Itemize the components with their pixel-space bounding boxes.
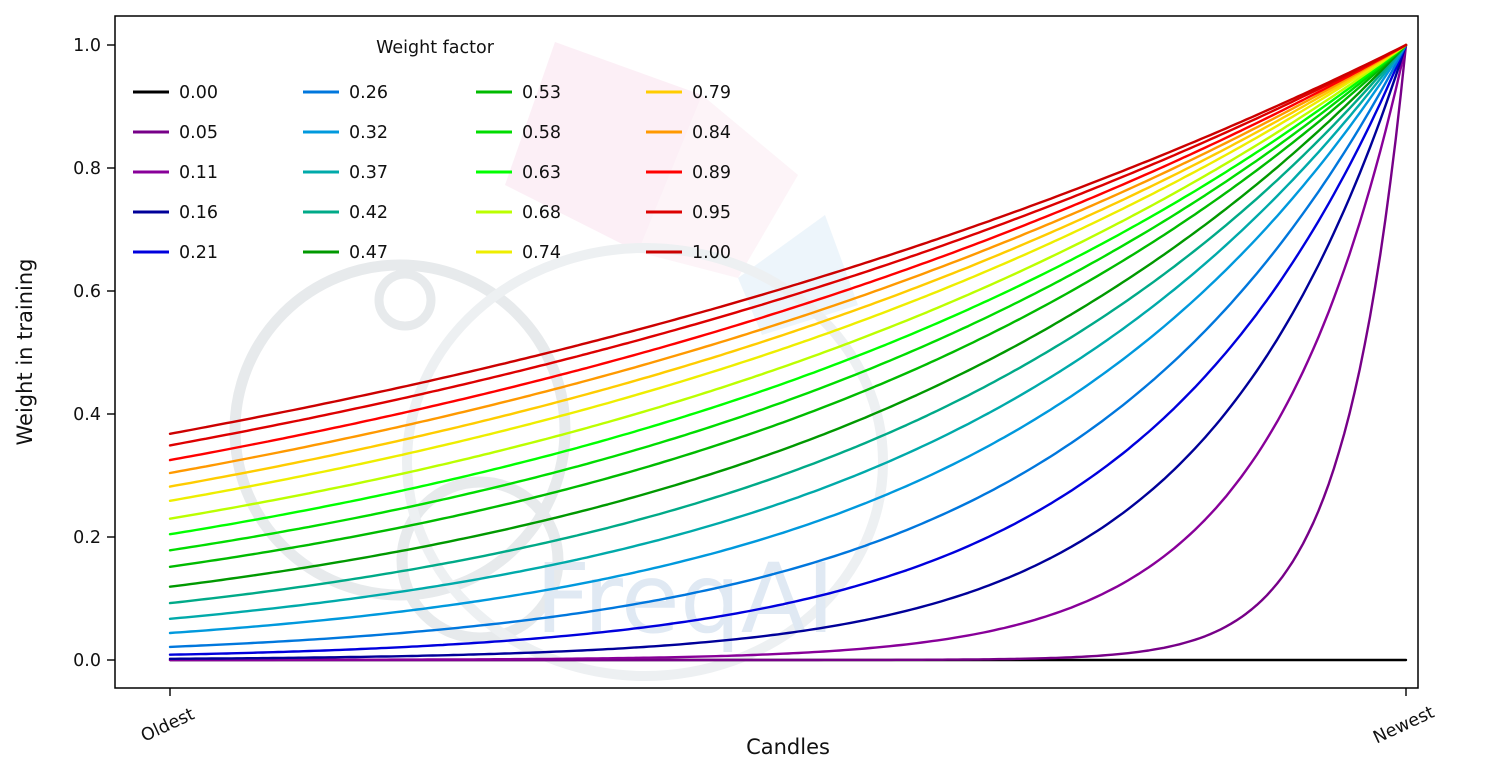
legend-label: 0.74 <box>522 243 561 263</box>
y-tick-label: 0.4 <box>73 405 101 425</box>
legend-label: 0.11 <box>179 163 218 183</box>
legend-label: 0.47 <box>349 243 388 263</box>
curve-weight-factor-0.47 <box>168 43 1408 588</box>
x-axis-label: Candles <box>746 735 830 759</box>
curve-weight-factor-0.79 <box>168 43 1408 488</box>
y-tick-label: 0.0 <box>73 651 101 671</box>
legend-label: 0.16 <box>179 203 218 223</box>
freqai-watermark: FreqAI <box>229 42 888 681</box>
curve-weight-factor-0.32 <box>168 43 1408 635</box>
legend-label: 0.21 <box>179 243 218 263</box>
curve-weight-factor-0.63 <box>168 43 1408 536</box>
watermark-stopwatch-crown <box>396 260 414 272</box>
legend-label: 0.05 <box>179 123 218 143</box>
watermark-bird-wing <box>402 243 888 681</box>
legend-label: 0.84 <box>692 123 731 143</box>
legend-label: 0.00 <box>179 83 218 103</box>
watermark-bird-head <box>396 476 564 644</box>
x-tick-label: Newest <box>1370 703 1437 749</box>
legend-label: 0.37 <box>349 163 388 183</box>
watermark-stopwatch <box>374 269 436 331</box>
watermark-leaf-pink-light <box>638 95 798 278</box>
curve-weight-factor-0.84 <box>168 43 1408 475</box>
y-tick-label: 1.0 <box>73 36 101 56</box>
legend-title: Weight factor <box>376 38 495 58</box>
curve-weight-factor-0.68 <box>168 43 1408 520</box>
legend-label: 0.53 <box>522 83 561 103</box>
legend-label: 0.89 <box>692 163 731 183</box>
legend: Weight factor 0.00 0.05 0.11 0.16 0.21 0.26 0.… <box>133 38 731 263</box>
curve-weight-factor-0.53 <box>168 43 1408 568</box>
legend-label: 0.58 <box>522 123 561 143</box>
y-tick-label: 0.6 <box>73 282 101 302</box>
curve-weight-factor-0.95 <box>168 43 1408 447</box>
curve-weight-factor-0.21 <box>168 43 1408 656</box>
legend-label: 0.63 <box>522 163 561 183</box>
legend-label: 0.95 <box>692 203 731 223</box>
curve-weight-factor-0.42 <box>168 43 1408 605</box>
plot-border <box>114 15 1419 689</box>
legend-label: 0.42 <box>349 203 388 223</box>
curve-weight-factor-1.00 <box>168 43 1408 435</box>
y-tick-label: 0.2 <box>73 528 101 548</box>
legend-label: 0.32 <box>349 123 388 143</box>
curve-weight-factor-0.11 <box>168 43 1408 662</box>
legend-label: 1.00 <box>692 243 731 263</box>
y-tick-label: 0.8 <box>73 159 101 179</box>
legend-label: 0.26 <box>349 83 388 103</box>
curves-layer <box>168 43 1408 662</box>
curve-weight-factor-0.58 <box>168 43 1408 552</box>
curve-weight-factor-0.26 <box>168 43 1408 649</box>
watermark-leaf-pink <box>505 42 702 252</box>
legend-label: 0.79 <box>692 83 731 103</box>
curve-weight-factor-0.74 <box>168 43 1408 502</box>
legend-label: 0.68 <box>522 203 561 223</box>
curve-weight-factor-0.37 <box>168 43 1408 620</box>
curve-weight-factor-0.89 <box>168 43 1408 462</box>
y-axis-label: Weight in training <box>13 258 37 445</box>
watermark-leaf-blue <box>738 215 858 335</box>
curve-weight-factor-0.16 <box>168 43 1408 660</box>
x-tick-label: Oldest <box>138 704 198 746</box>
